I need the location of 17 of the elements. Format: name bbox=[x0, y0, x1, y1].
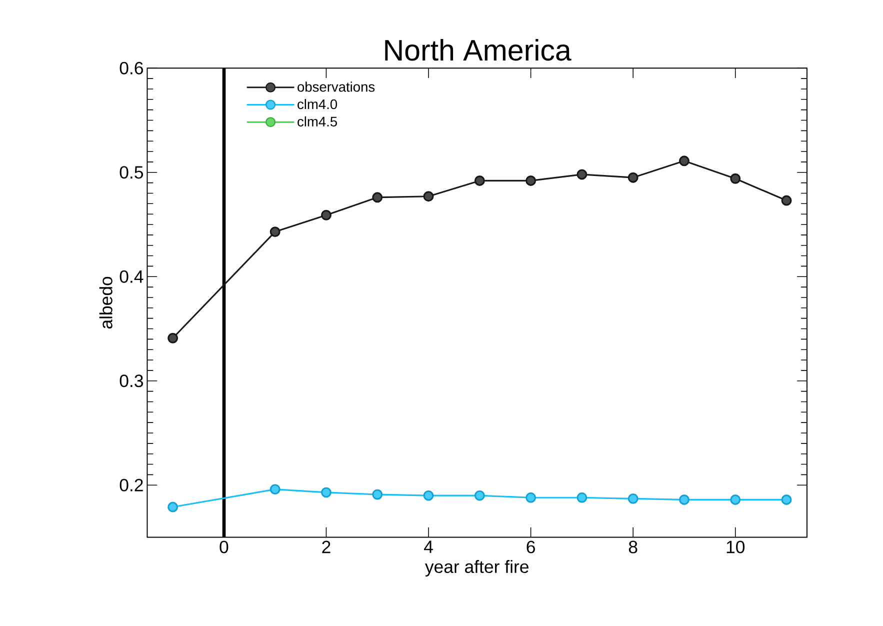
y-tick-label: 0.4 bbox=[120, 270, 144, 283]
x-axis-title: year after fire bbox=[424, 560, 528, 576]
x-tick-label: 0 bbox=[220, 540, 228, 554]
x-tick-label: 4 bbox=[424, 540, 433, 553]
y-tick-label: 0.5 bbox=[120, 166, 144, 179]
y-tick-label: 0.2 bbox=[120, 478, 143, 492]
y-tick-label: 0.3 bbox=[120, 374, 143, 388]
y-tick-label: 0.6 bbox=[120, 62, 143, 74]
legend-label: clm4.5 bbox=[298, 116, 337, 126]
chart-title: North America bbox=[385, 38, 572, 61]
legend-label: observations bbox=[298, 82, 375, 92]
x-tick-label: 8 bbox=[628, 540, 638, 554]
x-tick-label: 10 bbox=[726, 540, 745, 554]
y-axis-title: albedo bbox=[99, 276, 112, 328]
x-tick-label: 6 bbox=[526, 540, 535, 554]
legend-label: clm4.0 bbox=[298, 98, 338, 110]
x-tick-label: 2 bbox=[322, 540, 330, 554]
